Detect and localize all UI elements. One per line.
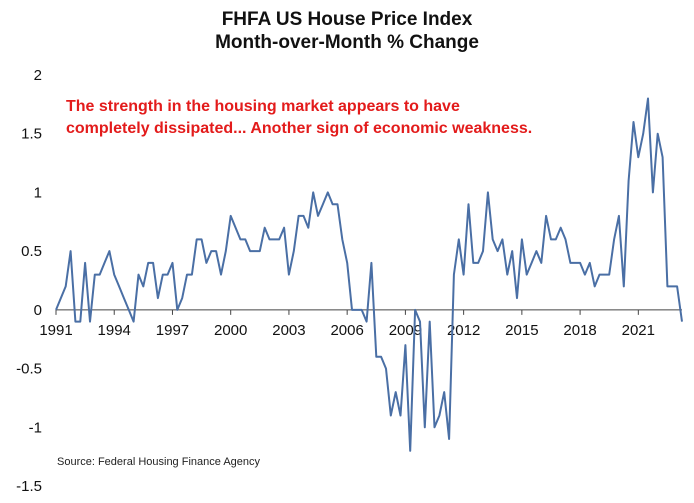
y-tick-label: -1.5: [16, 478, 42, 495]
y-tick-label: 2: [34, 67, 42, 84]
x-tick-label: 2006: [330, 322, 363, 339]
source-note: Source: Federal Housing Finance Agency: [57, 456, 261, 468]
chart-title: FHFA US House Price Index: [221, 9, 473, 30]
x-tick-label: 1994: [98, 322, 131, 339]
y-tick-label: -0.5: [16, 361, 42, 378]
y-tick-label: -1: [29, 419, 42, 436]
x-tick-label: 2018: [563, 322, 596, 339]
x-tick-label: 2000: [214, 322, 247, 339]
y-axis: 2 1.5 1 0.5 0 -0.5 -1 -1.5: [16, 67, 42, 495]
x-tick-label: 2009: [389, 322, 422, 339]
annotation-line-1: The strength in the housing market appea…: [66, 98, 460, 115]
y-tick-label: 0: [34, 302, 42, 319]
chart-subtitle: Month-over-Month % Change: [215, 32, 479, 53]
annotation-line-2: completely dissipated... Another sign of…: [66, 120, 533, 137]
x-tick-label: 2021: [622, 322, 655, 339]
x-tick-label: 1991: [39, 322, 72, 339]
x-tick-label: 2003: [272, 322, 305, 339]
x-axis: [55, 309, 682, 315]
series-line: [55, 97, 683, 452]
y-tick-label: 1.5: [21, 126, 42, 143]
y-tick-label: 1: [34, 184, 42, 201]
x-tick-label: 2012: [447, 322, 480, 339]
y-tick-label: 0.5: [21, 243, 42, 260]
x-tick-label: 1997: [156, 322, 189, 339]
x-tick-labels: 1991 1994 1997 2000 2003 2006 2009 2012 2015 2018…: [39, 322, 655, 339]
annotation: The strength in the housing market appea…: [66, 96, 532, 140]
x-tick-label: 2015: [505, 322, 538, 339]
